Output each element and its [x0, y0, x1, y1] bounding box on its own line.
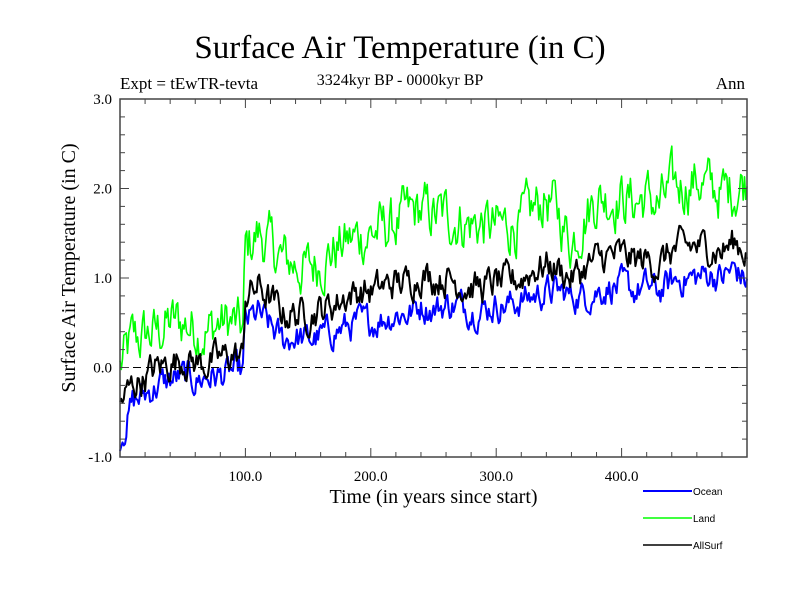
- y-tick-label: -1.0: [88, 450, 112, 466]
- x-tick-labels: 100.0 200.0 300.0 400.0: [229, 469, 639, 485]
- series-layer: [119, 145, 748, 452]
- legend-item-allsurf: AllSurf: [643, 541, 723, 552]
- season-label: Ann: [715, 74, 745, 93]
- x-axis-title: Time (in years since start): [329, 486, 537, 508]
- series-line-ocean: [119, 261, 748, 452]
- y-tick-label: 2.0: [93, 182, 112, 198]
- x-tick-label: 300.0: [479, 469, 513, 485]
- y-axis-title: Surface Air Temperature (in C): [58, 143, 80, 392]
- y-tick-labels: -1.0 0.0 1.0 2.0 3.0: [88, 92, 112, 466]
- y-tick-label: 3.0: [93, 92, 112, 108]
- series-line-land: [119, 145, 748, 371]
- legend: Ocean Land AllSurf: [643, 487, 723, 552]
- legend-label-allsurf: AllSurf: [693, 541, 723, 552]
- legend-item-ocean: Ocean: [643, 487, 722, 498]
- series-line-allsurf: [119, 224, 748, 404]
- legend-item-land: Land: [643, 514, 715, 525]
- ticks-layer: [120, 99, 747, 457]
- chart-title: Surface Air Temperature (in C): [194, 30, 606, 66]
- legend-label-land: Land: [693, 514, 715, 525]
- x-tick-label: 200.0: [354, 469, 388, 485]
- chart-subtitle: 3324kyr BP - 0000kyr BP: [316, 72, 484, 89]
- x-tick-label: 400.0: [605, 469, 639, 485]
- y-tick-label: 1.0: [93, 271, 112, 287]
- legend-label-ocean: Ocean: [693, 487, 722, 498]
- experiment-label: Expt = tEwTR-tevta: [120, 74, 259, 93]
- y-tick-label: 0.0: [93, 361, 112, 377]
- x-tick-label: 100.0: [229, 469, 263, 485]
